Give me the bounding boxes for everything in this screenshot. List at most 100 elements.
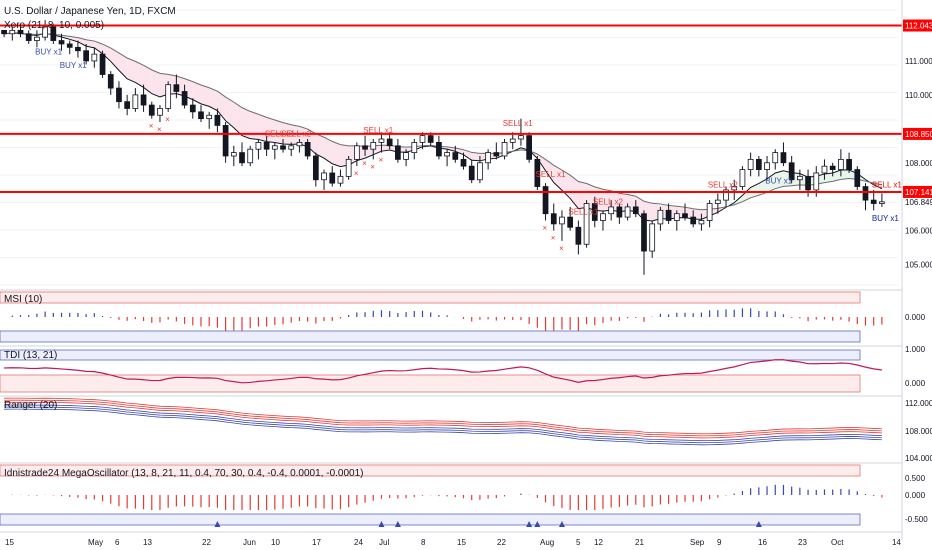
candle-body — [362, 145, 368, 150]
candle-body — [395, 145, 401, 160]
time-tick-label: 10 — [271, 538, 280, 547]
candle-body — [665, 209, 672, 221]
oscillator-buy-marker — [214, 521, 221, 527]
candle-body — [312, 155, 319, 181]
candles — [1, 20, 885, 275]
msi-panel: 0.000 — [0, 289, 926, 343]
candle-body — [403, 152, 409, 160]
sell-cross-marker: × — [370, 162, 375, 171]
sell-signal-label: SELL x1 — [536, 170, 566, 179]
candle-body — [288, 145, 295, 150]
time-tick-label: Oct — [831, 538, 844, 547]
panel-band — [0, 464, 861, 477]
candle-body — [559, 216, 565, 225]
candle-body — [75, 46, 81, 52]
candle-body — [485, 152, 491, 164]
ema-band-segment — [135, 61, 144, 88]
time-tick-label: May — [88, 538, 103, 547]
candle-body — [214, 114, 221, 126]
time-tick-label: 24 — [354, 538, 363, 547]
candle-body — [813, 172, 820, 191]
price-tick-label: 108.000 — [905, 159, 932, 168]
price-tick-label: 112.043 — [905, 22, 932, 31]
ema-band-segment — [127, 58, 136, 83]
price-tick-label: 110.000 — [905, 91, 932, 100]
oscillator-buy-marker — [378, 521, 385, 527]
price-tag-highlight — [903, 185, 932, 198]
ranger-lower-line — [4, 406, 882, 444]
candle-body — [140, 94, 147, 106]
candle-body — [255, 142, 262, 150]
ema-band-segment — [332, 141, 341, 167]
panel-tick-label: -0.500 — [905, 515, 928, 524]
ema-band-segment — [86, 39, 95, 48]
candle-body — [739, 169, 746, 187]
candle-body — [600, 213, 606, 221]
time-tick-label: 5 — [576, 538, 581, 547]
candle-body — [378, 138, 385, 143]
candle-body — [337, 175, 344, 184]
candle-body — [132, 94, 139, 109]
candle-body — [706, 203, 713, 221]
ranger-lower-line — [4, 404, 882, 442]
sell-cross-marker: × — [354, 169, 359, 178]
ema-band-segment — [225, 97, 234, 128]
candle-body — [271, 145, 278, 150]
sell-cross-marker: × — [543, 223, 548, 232]
candle-body — [452, 152, 459, 160]
candle-body — [632, 206, 639, 215]
candle-body — [542, 186, 549, 215]
candle-body — [427, 135, 434, 143]
sell-signal-label: SELL x1 — [872, 180, 902, 189]
ema-band-segment — [299, 126, 308, 147]
candle-body — [66, 43, 73, 48]
ema-band-segment — [463, 149, 472, 161]
buy-signal-label: BUY x1 — [765, 177, 793, 186]
ema-band-segment — [824, 173, 833, 183]
candle-body — [567, 216, 574, 228]
buy-signal-label: BUY x1 — [60, 61, 88, 70]
tdi-panel-label: TDI (13, 21) — [4, 350, 57, 361]
candle-body — [731, 186, 738, 191]
oscillator-buy-marker — [526, 521, 533, 527]
time-tick-label: 15 — [5, 538, 14, 547]
megaoscillator-panel: 0.500 0.000 -0.500 — [0, 462, 928, 527]
candle-body — [419, 135, 426, 143]
ranger-panel-label: Ranger (20) — [4, 400, 57, 411]
candle-body — [575, 226, 582, 245]
candle-body — [436, 142, 442, 157]
megaoscillator-panel-label: Idnistrade24 MegaOscillator (13, 8, 21, … — [4, 468, 363, 479]
price-tick-label: 106.849 — [905, 198, 932, 207]
candle-body — [526, 135, 533, 160]
ema-band-segment — [775, 170, 784, 189]
ema-fast-line — [4, 32, 883, 222]
candle-body — [460, 158, 467, 167]
time-tick-label: 6 — [115, 538, 120, 547]
candle-body — [649, 223, 656, 252]
candle-body — [124, 101, 131, 109]
candle-body — [345, 158, 352, 177]
candle-body — [206, 114, 213, 120]
candle-body — [509, 138, 516, 143]
candle-body — [805, 175, 811, 191]
candle-body — [444, 152, 450, 157]
panel-band — [0, 349, 861, 361]
time-tick-label: 21 — [635, 538, 644, 547]
candle-body — [181, 91, 188, 106]
time-tick-label: 12 — [594, 538, 603, 547]
ranger-upper-line — [4, 399, 882, 437]
panel-tick-label: 112.000 — [905, 399, 932, 408]
symbol-title: U.S. Dollar / Japanese Yen, 1D, FXCM — [4, 6, 176, 17]
candle-body — [723, 189, 729, 201]
candle-body — [698, 220, 705, 225]
candle-body — [411, 142, 418, 153]
time-tick-label: 9 — [717, 538, 722, 547]
candle-body — [747, 158, 754, 170]
ema-band-segment — [233, 102, 243, 136]
candle-body — [198, 111, 204, 120]
candle-body — [222, 125, 229, 157]
buy-signal-label: BUY x1 — [872, 214, 900, 223]
overlay-label: Xero (21, 8, 10, 0.005) — [4, 20, 104, 31]
grid-lines — [0, 9, 898, 286]
